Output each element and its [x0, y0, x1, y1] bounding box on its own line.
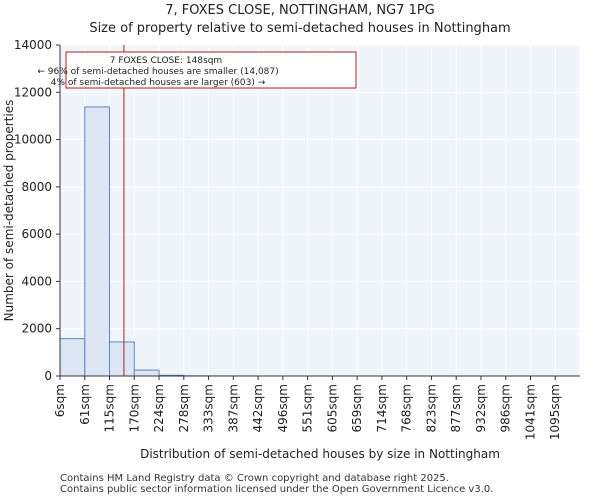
- x-tick-label: 61sqm: [78, 384, 92, 425]
- footer-licence: Contains public sector information licen…: [60, 484, 494, 495]
- x-tick-label: 278sqm: [177, 384, 191, 432]
- y-axis-title: Number of semi-detached properties: [2, 100, 16, 322]
- annotation-line: 4% of semi-detached houses are larger (6…: [51, 78, 266, 88]
- y-tick-label: 8000: [21, 180, 52, 194]
- x-tick-label: 1041sqm: [523, 384, 537, 440]
- x-tick-label: 170sqm: [127, 384, 141, 432]
- y-tick-label: 12000: [14, 85, 52, 99]
- annotation-line: 7 FOXES CLOSE: 148sqm: [110, 56, 222, 66]
- annotation-box: [65, 51, 357, 89]
- x-tick-label: 442sqm: [251, 384, 265, 432]
- chart-subtitle: Size of property relative to semi-detach…: [89, 21, 511, 36]
- y-tick-label: 14000: [14, 38, 52, 52]
- y-tick-label: 2000: [21, 322, 52, 336]
- x-tick-label: 6sqm: [53, 384, 67, 417]
- histogram-bar: [133, 369, 160, 377]
- histogram-bar: [84, 106, 111, 377]
- y-tick-label: 10000: [14, 133, 52, 147]
- x-tick-label: 932sqm: [474, 384, 488, 432]
- x-tick-label: 877sqm: [449, 384, 463, 432]
- histogram-chart: 7 FOXES CLOSE: 148sqm← 96% of semi-detac…: [2, 38, 581, 461]
- y-tick-label: 0: [44, 369, 52, 383]
- x-tick-label: 496sqm: [276, 384, 290, 432]
- annotation-line: ← 96% of semi-detached houses are smalle…: [37, 67, 278, 77]
- x-tick-label: 605sqm: [325, 384, 339, 432]
- plot-area: [60, 45, 580, 376]
- y-tick-label: 4000: [21, 274, 52, 288]
- x-tick-label: 224sqm: [152, 384, 166, 432]
- histogram-bar: [109, 341, 135, 377]
- x-tick-label: 768sqm: [400, 384, 414, 432]
- x-tick-label: 714sqm: [375, 384, 389, 432]
- x-tick-label: 659sqm: [350, 384, 364, 432]
- x-tick-label: 333sqm: [202, 384, 216, 432]
- x-tick-label: 551sqm: [301, 384, 315, 432]
- x-tick-label: 1095sqm: [548, 384, 562, 440]
- y-tick-label: 6000: [21, 227, 52, 241]
- footer-copyright: Contains HM Land Registry data © Crown c…: [60, 473, 449, 484]
- x-tick-label: 387sqm: [226, 384, 240, 432]
- x-tick-label: 823sqm: [424, 384, 438, 432]
- x-tick-label: 986sqm: [499, 384, 513, 432]
- chart-title: 7, FOXES CLOSE, NOTTINGHAM, NG7 1PG: [165, 3, 435, 18]
- histogram-bar: [59, 338, 86, 377]
- x-axis-title: Distribution of semi-detached houses by …: [140, 447, 500, 461]
- x-tick-label: 115sqm: [103, 384, 117, 432]
